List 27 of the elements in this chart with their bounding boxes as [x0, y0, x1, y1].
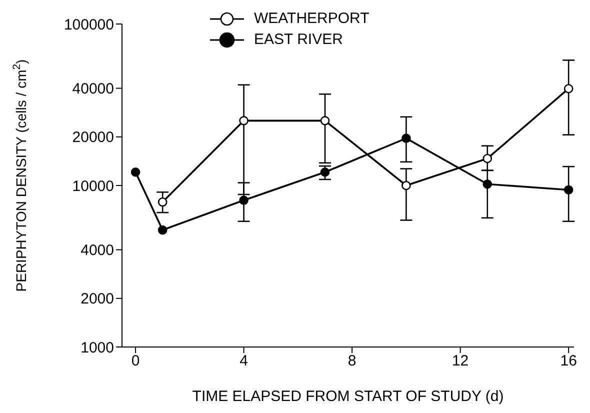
y-tick-label: 20000	[72, 129, 114, 146]
point	[239, 116, 248, 126]
x-tick-label: 8	[348, 352, 356, 370]
point	[402, 180, 411, 190]
point	[482, 154, 492, 164]
y-tick-label: 100000	[64, 16, 114, 34]
x-tick-label: 12	[452, 352, 469, 370]
point	[402, 134, 411, 143]
y-tick-label: 2000	[80, 290, 114, 308]
y-tick-label: 10000	[72, 178, 114, 195]
y-tick-label: 4000	[80, 242, 114, 260]
y-tick-label: 1000	[80, 339, 114, 356]
point	[564, 185, 574, 194]
x-tick-label: 0	[131, 352, 140, 370]
point	[239, 196, 248, 205]
x-axis-title: TIME ELAPSED FROM START OF STUDY (d)	[192, 388, 504, 405]
point	[482, 179, 492, 189]
x-tick-label: 4	[240, 352, 248, 370]
y-tick-label: 40000	[72, 80, 114, 98]
legend-label: WEATHERPORT	[254, 9, 370, 29]
point	[158, 197, 168, 207]
point	[564, 84, 574, 94]
x-tick-label: 16	[560, 352, 577, 370]
point	[130, 167, 140, 177]
legend-label: EAST RIVER	[254, 30, 343, 50]
point	[320, 116, 330, 126]
point	[158, 225, 168, 235]
